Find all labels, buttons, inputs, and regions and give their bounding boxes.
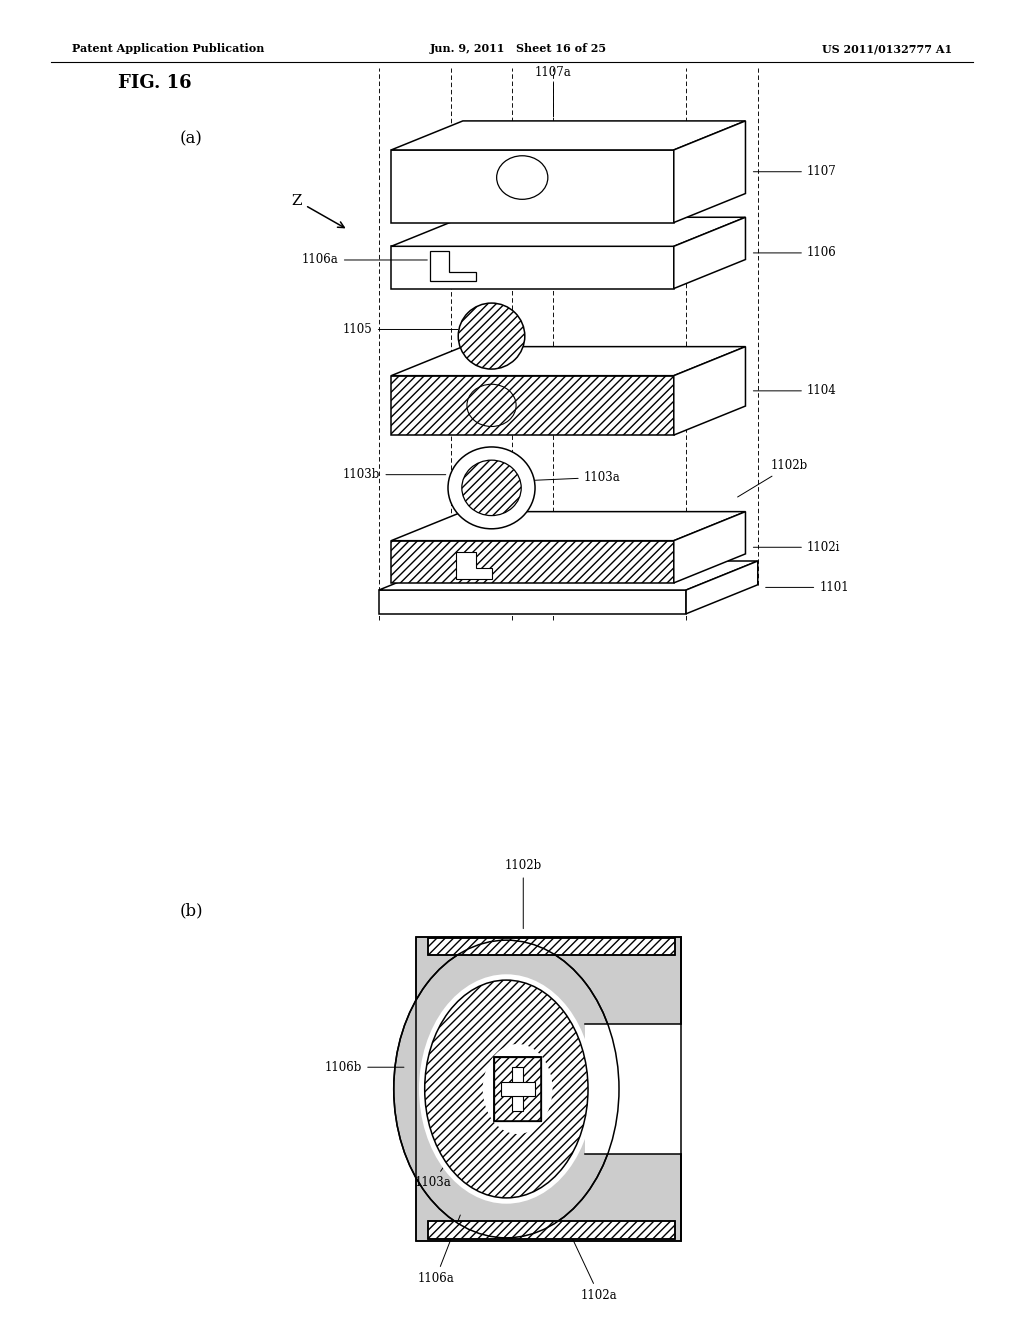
Text: 1103a: 1103a xyxy=(515,471,621,484)
Text: (b): (b) xyxy=(179,903,203,919)
Bar xyxy=(501,1082,535,1096)
Bar xyxy=(512,1067,523,1111)
Ellipse shape xyxy=(467,384,516,426)
Polygon shape xyxy=(456,552,492,578)
Bar xyxy=(494,1057,542,1121)
Text: Z: Z xyxy=(292,194,344,227)
Text: Jun. 9, 2011   Sheet 16 of 25: Jun. 9, 2011 Sheet 16 of 25 xyxy=(430,44,607,54)
Text: 1106a: 1106a xyxy=(302,253,427,267)
Text: 1107: 1107 xyxy=(754,165,837,178)
Bar xyxy=(428,1221,676,1238)
Polygon shape xyxy=(391,121,745,150)
Polygon shape xyxy=(674,347,745,436)
Text: 1102b: 1102b xyxy=(505,859,542,928)
Polygon shape xyxy=(391,150,674,223)
Text: 1102i: 1102i xyxy=(754,541,841,554)
Polygon shape xyxy=(674,512,745,583)
Text: 1102a: 1102a xyxy=(569,1233,617,1302)
Text: 1107a: 1107a xyxy=(535,66,571,79)
Bar xyxy=(428,1221,676,1238)
Text: FIG. 16: FIG. 16 xyxy=(118,74,191,92)
Bar xyxy=(428,939,676,956)
Polygon shape xyxy=(391,541,674,583)
Text: 1106: 1106 xyxy=(754,247,837,260)
Ellipse shape xyxy=(482,1044,553,1134)
Ellipse shape xyxy=(459,304,525,370)
Polygon shape xyxy=(391,347,745,376)
Polygon shape xyxy=(430,251,476,281)
Text: 1103b: 1103b xyxy=(343,469,445,482)
Text: 1104: 1104 xyxy=(754,384,837,397)
Text: 1106a: 1106a xyxy=(418,1214,461,1284)
Ellipse shape xyxy=(425,979,588,1199)
Text: US 2011/0132777 A1: US 2011/0132777 A1 xyxy=(822,44,952,54)
Ellipse shape xyxy=(462,461,521,516)
Polygon shape xyxy=(674,218,745,289)
Polygon shape xyxy=(686,561,758,614)
Text: 1106b: 1106b xyxy=(325,1061,403,1073)
Polygon shape xyxy=(416,937,681,1241)
Polygon shape xyxy=(586,1024,686,1154)
Ellipse shape xyxy=(419,974,594,1204)
Bar xyxy=(428,939,676,956)
Polygon shape xyxy=(391,376,674,436)
Ellipse shape xyxy=(497,156,548,199)
Polygon shape xyxy=(379,590,686,614)
Ellipse shape xyxy=(449,447,536,529)
Text: 1101: 1101 xyxy=(766,581,849,594)
Bar xyxy=(494,1057,542,1121)
Text: (a): (a) xyxy=(179,131,202,147)
Ellipse shape xyxy=(393,940,618,1238)
Polygon shape xyxy=(379,561,758,590)
Text: 1103b: 1103b xyxy=(509,1126,547,1189)
Text: 1105: 1105 xyxy=(343,323,458,337)
Text: 1102b: 1102b xyxy=(737,459,808,498)
Polygon shape xyxy=(674,121,745,223)
Text: Patent Application Publication: Patent Application Publication xyxy=(72,44,264,54)
Polygon shape xyxy=(391,247,674,289)
Polygon shape xyxy=(391,218,745,247)
Text: 1103a: 1103a xyxy=(414,1104,487,1189)
Bar xyxy=(494,1057,542,1121)
Polygon shape xyxy=(391,512,745,541)
